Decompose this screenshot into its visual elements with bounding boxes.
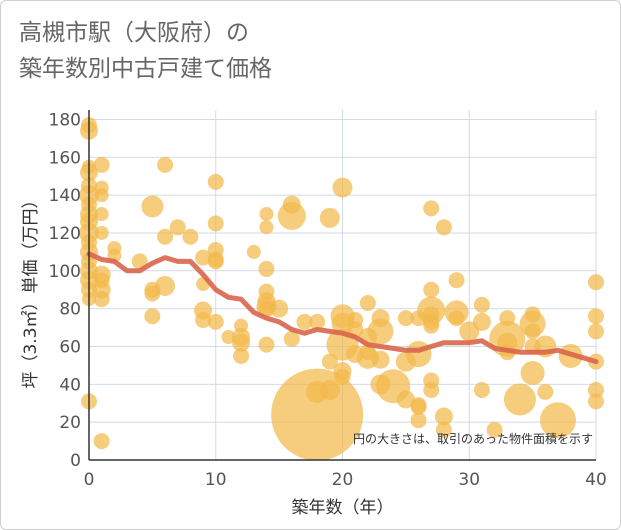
- y-tick-label: 160: [49, 148, 81, 168]
- data-bubble: [258, 300, 275, 317]
- data-bubble: [221, 330, 236, 345]
- data-bubble: [524, 323, 541, 340]
- data-bubble: [448, 310, 465, 327]
- data-bubble: [367, 318, 394, 345]
- data-bubble: [473, 382, 490, 398]
- data-bubble: [410, 399, 427, 416]
- data-bubble: [396, 390, 415, 409]
- data-bubble: [271, 368, 364, 461]
- data-bubble: [539, 402, 576, 439]
- title-line-2: 築年数別中古戸建て価格: [19, 56, 272, 82]
- data-bubble: [296, 313, 313, 330]
- y-tick-label: 180: [49, 110, 81, 130]
- data-bubble: [319, 380, 340, 400]
- data-bubble: [423, 200, 440, 217]
- data-bubble: [195, 249, 212, 266]
- data-bubble: [405, 341, 432, 368]
- x-tick-label: 40: [585, 470, 607, 490]
- data-bubble: [334, 368, 351, 385]
- data-bubble: [435, 219, 452, 236]
- data-bubble: [359, 294, 376, 311]
- x-tick-label: 20: [332, 470, 354, 490]
- trend-series: [86, 251, 599, 365]
- data-bubble: [588, 274, 604, 291]
- y-axis-title: 坪（3.3㎡）単価（万円）: [21, 191, 41, 388]
- y-tick-label: 100: [49, 262, 81, 282]
- data-bubble: [157, 156, 174, 173]
- data-bubble: [141, 195, 164, 218]
- data-bubble: [259, 220, 274, 235]
- data-bubble: [207, 313, 224, 330]
- bubble-size-note: 円の大きさは、取引のあった物件面積を示す: [353, 431, 593, 446]
- data-bubble: [270, 299, 289, 318]
- data-bubble: [258, 336, 275, 353]
- data-bubble: [434, 407, 453, 426]
- y-tick-label: 20: [59, 413, 81, 433]
- data-bubble: [94, 225, 109, 240]
- data-bubble: [371, 350, 390, 369]
- data-bubble: [277, 201, 306, 230]
- data-bubble: [207, 253, 224, 270]
- data-bubble: [486, 421, 503, 438]
- average-price-line: [86, 251, 599, 365]
- data-bubble: [410, 412, 427, 429]
- data-bubble: [472, 312, 491, 331]
- data-bubble: [93, 156, 110, 173]
- data-bubble: [207, 173, 224, 190]
- data-bubble: [131, 253, 148, 270]
- data-bubble: [94, 188, 109, 203]
- data-bubble: [588, 308, 604, 325]
- data-bubble: [537, 383, 554, 400]
- y-tick-label: 140: [49, 186, 81, 206]
- x-tick-label: 0: [84, 470, 95, 490]
- data-bubble: [423, 281, 440, 298]
- y-tick-label: 0: [70, 451, 81, 471]
- data-bubble: [155, 275, 176, 296]
- data-bubble: [588, 323, 604, 340]
- data-bubble: [195, 312, 212, 328]
- y-tick-label: 60: [59, 337, 81, 357]
- data-bubble: [423, 382, 440, 398]
- data-bubble: [332, 177, 353, 198]
- data-bubble: [246, 244, 261, 259]
- title-line-1: 高槻市駅（大阪府）の: [19, 20, 249, 46]
- data-bubble: [283, 330, 300, 347]
- data-bubble: [423, 317, 440, 334]
- data-bubble: [473, 296, 490, 313]
- y-tick-label: 120: [49, 224, 81, 244]
- data-bubble: [588, 382, 604, 398]
- data-bubble: [207, 215, 224, 232]
- data-bubble: [319, 207, 340, 228]
- data-bubble: [258, 260, 275, 277]
- data-bubble: [157, 228, 174, 245]
- data-bubble: [94, 207, 109, 222]
- y-tick-label: 80: [59, 300, 81, 320]
- x-axis-title: 築年数（年）: [292, 498, 394, 518]
- data-bubble: [233, 347, 250, 364]
- data-bubble: [93, 291, 110, 308]
- data-bubble: [309, 313, 326, 330]
- data-bubble: [169, 219, 186, 236]
- data-bubble: [448, 272, 465, 289]
- data-bubble: [397, 310, 414, 327]
- bubble-series: [79, 117, 604, 461]
- chart-title: 高槻市駅（大阪府）の 築年数別中古戸建て価格: [19, 15, 272, 87]
- axes: [88, 110, 596, 461]
- data-bubble: [520, 360, 545, 385]
- y-tick-label: 40: [59, 375, 81, 395]
- data-bubble: [93, 433, 110, 450]
- x-tick-label: 30: [458, 470, 480, 490]
- data-bubble: [588, 393, 604, 410]
- data-bubble: [259, 207, 274, 222]
- data-bubble: [232, 333, 251, 352]
- data-bubble: [144, 308, 161, 325]
- x-tick-label: 10: [205, 470, 227, 490]
- tick-labels: 0 20 40 60 80 100 120 140 160 180 0 10 20 30 40: [49, 110, 607, 490]
- data-bubble: [182, 228, 199, 245]
- data-bubble: [435, 421, 452, 438]
- data-bubble: [503, 383, 536, 416]
